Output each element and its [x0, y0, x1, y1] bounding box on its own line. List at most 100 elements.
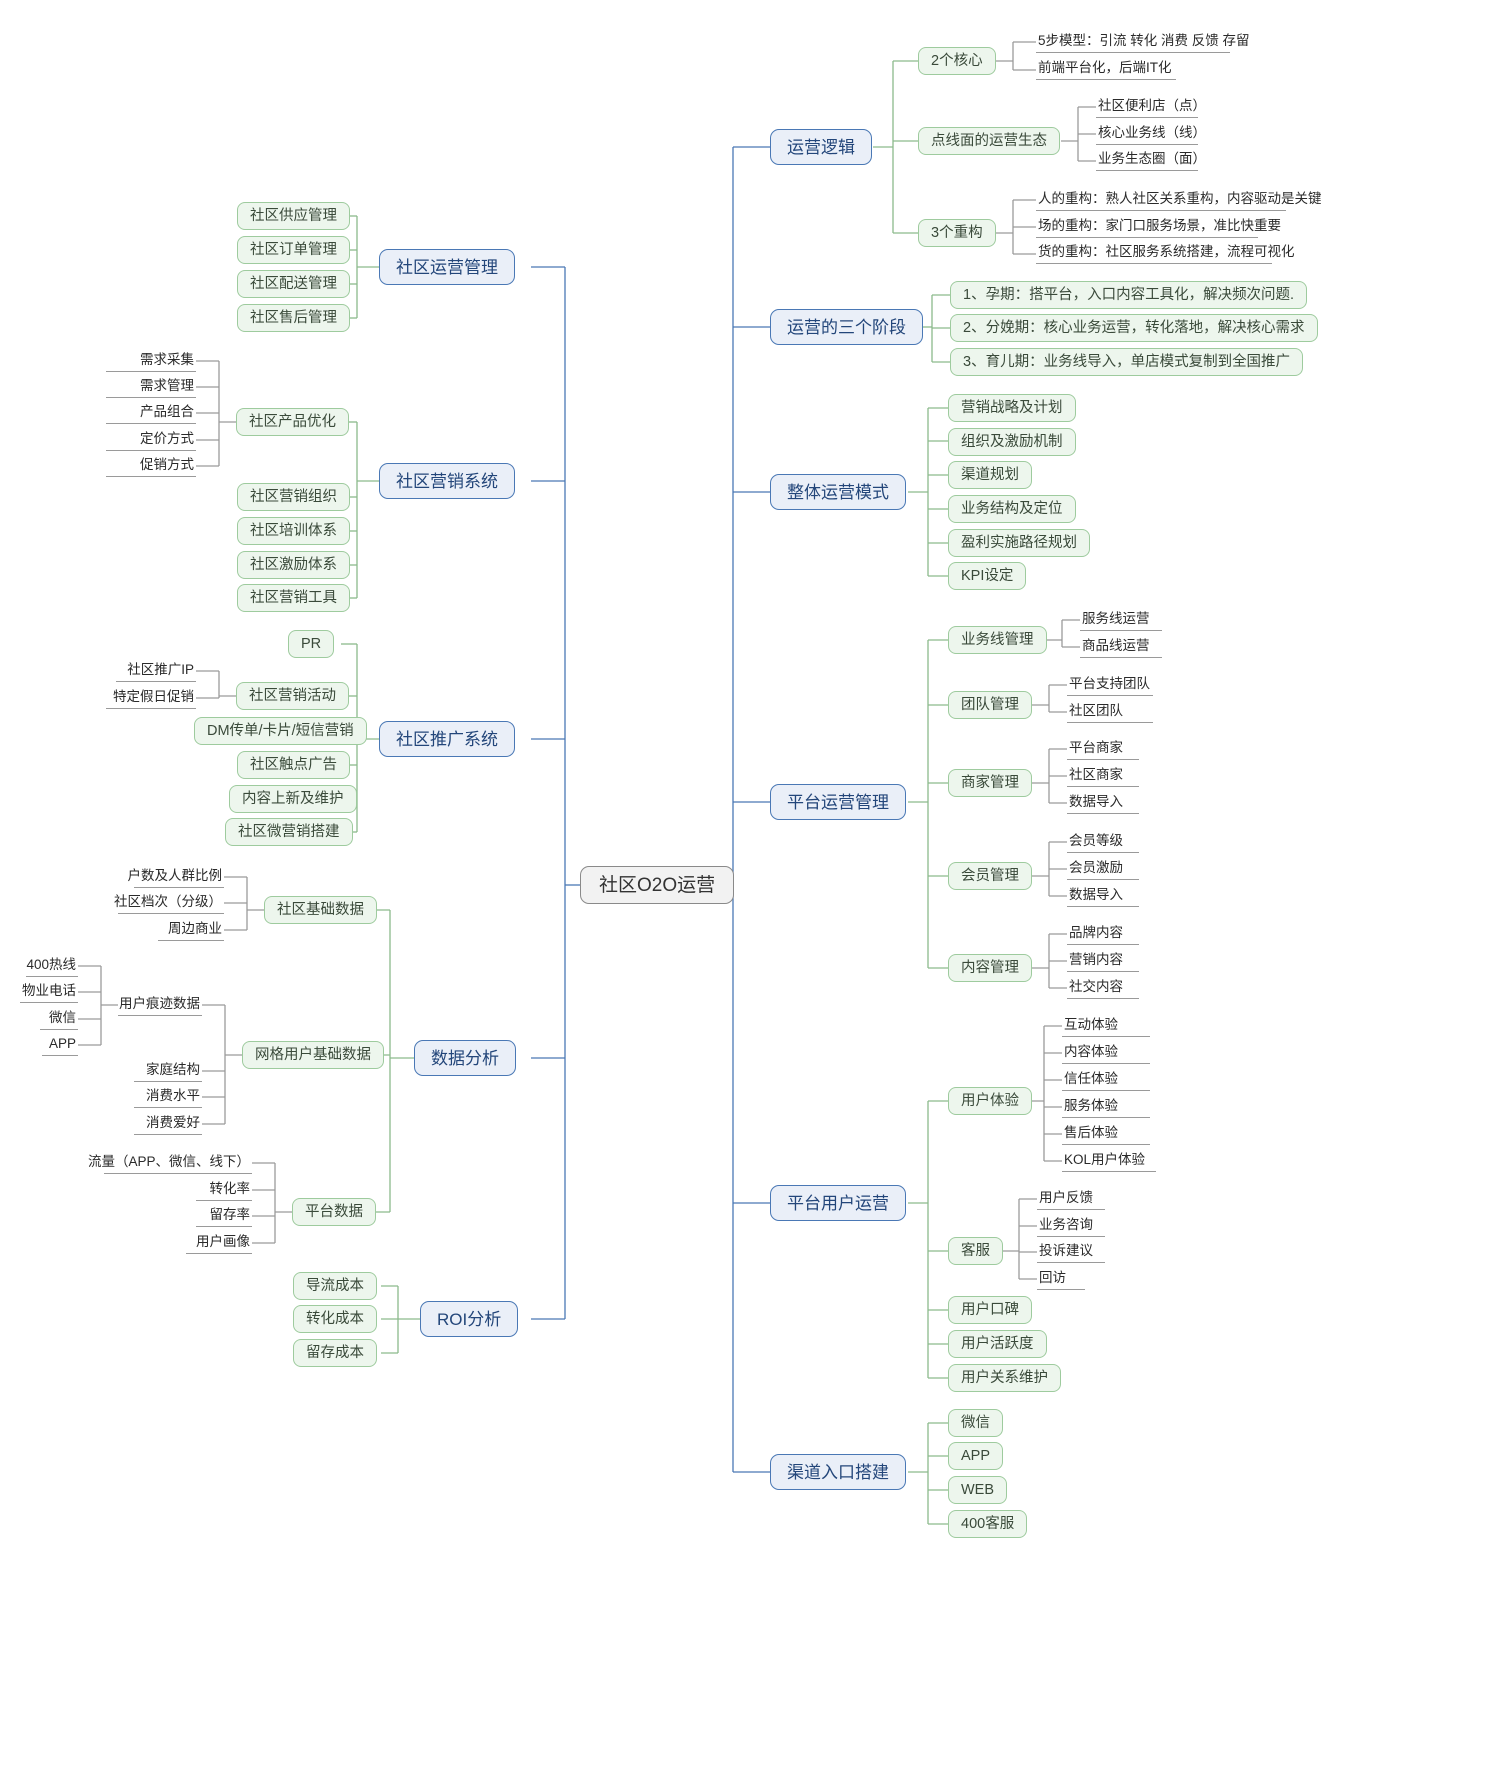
node-two-cores[interactable]: 2个核心 [918, 47, 996, 75]
leaf-community-grade[interactable]: 社区档次（分级） [114, 892, 224, 914]
node-user-activity[interactable]: 用户活跃度 [948, 1330, 1047, 1358]
leaf-promotion-method[interactable]: 促销方式 [106, 455, 196, 477]
leaf-surrounding-commerce[interactable]: 周边商业 [158, 919, 224, 941]
node-marketing-strategy-plan[interactable]: 营销战略及计划 [948, 394, 1076, 422]
node-retention-cost[interactable]: 留存成本 [293, 1339, 377, 1367]
node-community-micro-marketing-setup[interactable]: 社区微营销搭建 [225, 818, 353, 846]
leaf-property-phone[interactable]: 物业电话 [20, 981, 78, 1003]
leaf-people-reconstruction[interactable]: 人的重构：熟人社区关系重构，内容驱动是关键 [1036, 189, 1322, 211]
leaf-community-merchant[interactable]: 社区商家 [1067, 765, 1139, 787]
node-profit-path-planning[interactable]: 盈利实施路径规划 [948, 529, 1090, 557]
leaf-wechat[interactable]: 微信 [40, 1008, 78, 1030]
branch-roi-analysis[interactable]: ROI分析 [420, 1301, 519, 1337]
branch-data-analysis[interactable]: 数据分析 [414, 1040, 516, 1076]
branch-community-promotion-system[interactable]: 社区推广系统 [379, 721, 515, 757]
branch-platform-operation-management[interactable]: 平台运营管理 [770, 784, 906, 820]
leaf-business-ecosystem[interactable]: 业务生态圈（面） [1096, 149, 1206, 171]
leaf-follow-up-visit[interactable]: 回访 [1037, 1268, 1085, 1290]
leaf-merchant-data-import[interactable]: 数据导入 [1067, 792, 1139, 814]
node-community-marketing-organization[interactable]: 社区营销组织 [237, 483, 350, 511]
leaf-platform-merchant[interactable]: 平台商家 [1067, 738, 1139, 760]
node-user-relationship-maintenance[interactable]: 用户关系维护 [948, 1364, 1061, 1392]
node-community-order-management[interactable]: 社区订单管理 [237, 236, 350, 264]
branch-overall-operation-model[interactable]: 整体运营模式 [770, 474, 906, 510]
node-channel-wechat[interactable]: 微信 [948, 1409, 1003, 1437]
node-channel-app[interactable]: APP [948, 1442, 1004, 1470]
leaf-demand-management[interactable]: 需求管理 [106, 376, 196, 398]
node-user-reputation[interactable]: 用户口碑 [948, 1296, 1032, 1324]
node-community-base-data[interactable]: 社区基础数据 [264, 896, 377, 924]
leaf-trust-experience[interactable]: 信任体验 [1062, 1069, 1150, 1091]
node-team-management[interactable]: 团队管理 [948, 691, 1032, 719]
node-community-product-optimization[interactable]: 社区产品优化 [236, 408, 349, 436]
node-stage-delivery[interactable]: 2、分娩期：核心业务运营，转化落地，解决核心需求 [950, 314, 1318, 342]
leaf-400-hotline[interactable]: 400热线 [26, 955, 78, 977]
leaf-holiday-promotion[interactable]: 特定假日促销 [106, 687, 196, 709]
node-community-supply-management[interactable]: 社区供应管理 [237, 202, 350, 230]
node-member-management[interactable]: 会员管理 [948, 862, 1032, 890]
node-community-delivery-management[interactable]: 社区配送管理 [237, 270, 350, 298]
node-business-structure-positioning[interactable]: 业务结构及定位 [948, 495, 1076, 523]
node-grid-user-base-data[interactable]: 网格用户基础数据 [242, 1041, 384, 1069]
node-pr[interactable]: PR [288, 630, 335, 658]
branch-operation-logic[interactable]: 运营逻辑 [770, 129, 872, 165]
node-traffic-cost[interactable]: 导流成本 [293, 1272, 377, 1300]
leaf-content-experience[interactable]: 内容体验 [1062, 1042, 1150, 1064]
leaf-frontend-platform-backend-it[interactable]: 前端平台化，后端IT化 [1036, 58, 1176, 80]
node-dm-flyer-card-sms-marketing[interactable]: DM传单/卡片/短信营销 [194, 717, 367, 745]
node-channel-400-service[interactable]: 400客服 [948, 1510, 1028, 1538]
leaf-service-experience[interactable]: 服务体验 [1062, 1096, 1150, 1118]
leaf-user-feedback[interactable]: 用户反馈 [1037, 1188, 1105, 1210]
leaf-member-data-import[interactable]: 数据导入 [1067, 885, 1139, 907]
leaf-product-mix[interactable]: 产品组合 [106, 402, 196, 424]
leaf-platform-support-team[interactable]: 平台支持团队 [1067, 674, 1153, 696]
leaf-complaint-suggestion[interactable]: 投诉建议 [1037, 1241, 1105, 1263]
leaf-social-content[interactable]: 社交内容 [1067, 977, 1139, 999]
node-point-line-surface-ecology[interactable]: 点线面的运营生态 [918, 127, 1060, 155]
node-stage-parenting[interactable]: 3、育儿期：业务线导入，单店模式复制到全国推广 [950, 348, 1304, 376]
leaf-core-business-line[interactable]: 核心业务线（线） [1096, 123, 1206, 145]
node-stage-pregnancy[interactable]: 1、孕期：搭平台，入口内容工具化，解决频次问题. [950, 281, 1308, 309]
node-organization-incentive-mechanism[interactable]: 组织及激励机制 [948, 428, 1076, 456]
leaf-family-structure[interactable]: 家庭结构 [134, 1060, 202, 1082]
leaf-community-team[interactable]: 社区团队 [1067, 701, 1153, 723]
branch-community-operation-management[interactable]: 社区运营管理 [379, 249, 515, 285]
node-three-reconstructions[interactable]: 3个重构 [918, 219, 996, 247]
leaf-member-level[interactable]: 会员等级 [1067, 831, 1139, 853]
leaf-place-reconstruction[interactable]: 场的重构：家门口服务场景，准比快重要 [1036, 216, 1281, 238]
node-community-marketing-tools[interactable]: 社区营销工具 [237, 584, 350, 612]
node-content-management[interactable]: 内容管理 [948, 954, 1032, 982]
leaf-community-promotion-ip[interactable]: 社区推广IP [116, 660, 196, 682]
node-conversion-cost[interactable]: 转化成本 [293, 1305, 377, 1333]
branch-channel-entry-setup[interactable]: 渠道入口搭建 [770, 1454, 906, 1490]
branch-three-stages-of-operation[interactable]: 运营的三个阶段 [770, 309, 923, 345]
leaf-member-incentive[interactable]: 会员激励 [1067, 858, 1139, 880]
node-merchant-management[interactable]: 商家管理 [948, 769, 1032, 797]
leaf-aftersales-experience[interactable]: 售后体验 [1062, 1123, 1150, 1145]
node-channel-web[interactable]: WEB [948, 1476, 1008, 1504]
node-community-marketing-activity[interactable]: 社区营销活动 [236, 682, 349, 710]
leaf-app[interactable]: APP [42, 1034, 78, 1056]
node-kpi-setting[interactable]: KPI设定 [948, 562, 1027, 590]
leaf-community-convenience-store[interactable]: 社区便利店（点） [1096, 96, 1206, 118]
node-customer-service[interactable]: 客服 [948, 1237, 1003, 1265]
root-node[interactable]: 社区O2O运营 [580, 866, 735, 904]
node-channel-planning[interactable]: 渠道规划 [948, 461, 1032, 489]
leaf-goods-reconstruction[interactable]: 货的重构：社区服务系统搭建，流程可视化 [1036, 242, 1295, 264]
leaf-product-line-operation[interactable]: 商品线运营 [1080, 636, 1162, 658]
leaf-service-line-operation[interactable]: 服务线运营 [1080, 609, 1162, 631]
leaf-five-step-model[interactable]: 5步模型：引流 转化 消费 反馈 存留 [1036, 31, 1250, 53]
leaf-demand-collection[interactable]: 需求采集 [106, 350, 196, 372]
node-business-line-management[interactable]: 业务线管理 [948, 626, 1047, 654]
node-content-update-maintenance[interactable]: 内容上新及维护 [229, 785, 357, 813]
leaf-pricing-method[interactable]: 定价方式 [106, 429, 196, 451]
leaf-consumption-preference[interactable]: 消费爱好 [134, 1113, 202, 1135]
node-community-touchpoint-ads[interactable]: 社区触点广告 [237, 751, 350, 779]
node-community-aftersales-management[interactable]: 社区售后管理 [237, 304, 350, 332]
node-user-experience[interactable]: 用户体验 [948, 1087, 1032, 1115]
node-community-incentive-system[interactable]: 社区激励体系 [237, 551, 350, 579]
node-platform-data[interactable]: 平台数据 [292, 1198, 376, 1226]
leaf-traffic-channels[interactable]: 流量（APP、微信、线下） [88, 1152, 252, 1174]
leaf-household-population-ratio[interactable]: 户数及人群比例 [128, 866, 224, 888]
leaf-user-trace-data[interactable]: 用户痕迹数据 [118, 994, 202, 1016]
